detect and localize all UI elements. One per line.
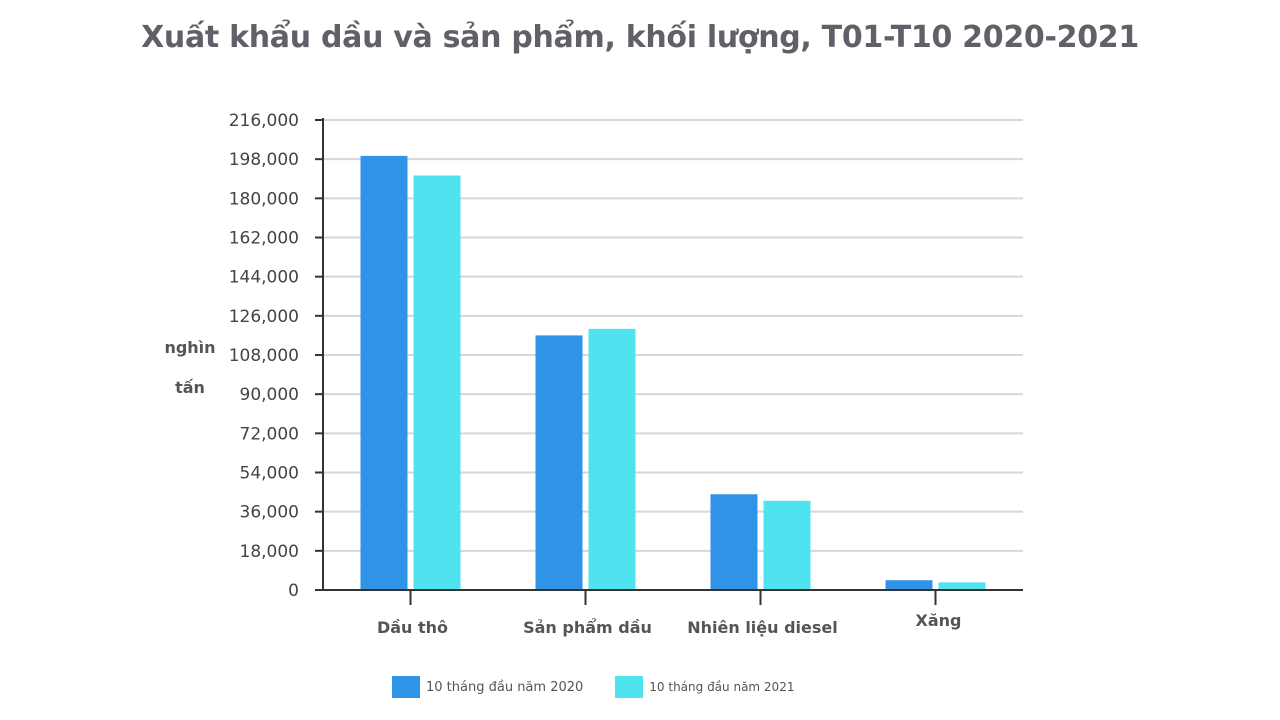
y-tick-label: 0 bbox=[288, 581, 299, 601]
y-axis-label-line-1: nghìn bbox=[164, 338, 216, 357]
y-tick-label: 108,000 bbox=[229, 346, 299, 366]
y-tick-label: 216,000 bbox=[229, 111, 299, 131]
x-axis-categories: Dầu thô Sản phẩm dầu Nhiên liệu diesel Xăng bbox=[377, 611, 962, 637]
y-tick-label: 126,000 bbox=[229, 307, 299, 327]
legend: 10 tháng đầu năm 2020 10 tháng đầu năm 2… bbox=[392, 676, 826, 698]
x-category-label: Nhiên liệu diesel bbox=[687, 618, 838, 637]
x-category-label: Dầu thô bbox=[377, 618, 448, 637]
bar-2020 bbox=[885, 580, 933, 590]
legend-label-2021: 10 tháng đầu năm 2021 bbox=[649, 680, 795, 694]
x-category-label: Xăng bbox=[916, 611, 962, 630]
chart-title: Xuất khẩu dầu và sản phẩm, khối lượng, T… bbox=[141, 20, 1139, 55]
y-tick-label: 72,000 bbox=[240, 424, 299, 444]
bars bbox=[360, 155, 986, 590]
y-tick-label: 54,000 bbox=[240, 464, 299, 484]
bar-2020 bbox=[360, 155, 408, 590]
bar-2021 bbox=[763, 500, 811, 590]
y-tick-label: 18,000 bbox=[240, 542, 299, 562]
y-tick-label: 180,000 bbox=[229, 189, 299, 209]
bar-2021 bbox=[588, 328, 636, 590]
legend-swatch-2021 bbox=[615, 676, 644, 698]
y-tick-label: 36,000 bbox=[240, 503, 299, 523]
y-tick-label: 162,000 bbox=[229, 229, 299, 249]
bar-2021 bbox=[413, 175, 461, 590]
legend-item-2020: 10 tháng đầu năm 2020 bbox=[392, 676, 583, 698]
y-axis-label: nghìn tấn bbox=[150, 328, 230, 408]
y-tick-label: 144,000 bbox=[229, 268, 299, 288]
y-tick-label: 90,000 bbox=[240, 385, 299, 405]
x-category-label: Sản phẩm dầu bbox=[523, 618, 652, 637]
axes bbox=[322, 118, 1023, 605]
legend-label-2020: 10 tháng đầu năm 2020 bbox=[426, 679, 584, 695]
legend-swatch-2020 bbox=[392, 676, 420, 698]
bar-2020 bbox=[710, 494, 758, 590]
bar-2020 bbox=[535, 335, 583, 590]
bar-2021 bbox=[938, 582, 986, 590]
y-tick-label: 198,000 bbox=[229, 150, 299, 170]
y-axis-label-line-2: tấn bbox=[175, 378, 205, 397]
y-axis-ticks: 0 18,000 36,000 54,000 72,000 90,000 108,000 12… bbox=[229, 111, 323, 601]
legend-item-2021: 10 tháng đầu năm 2021 bbox=[615, 676, 794, 698]
